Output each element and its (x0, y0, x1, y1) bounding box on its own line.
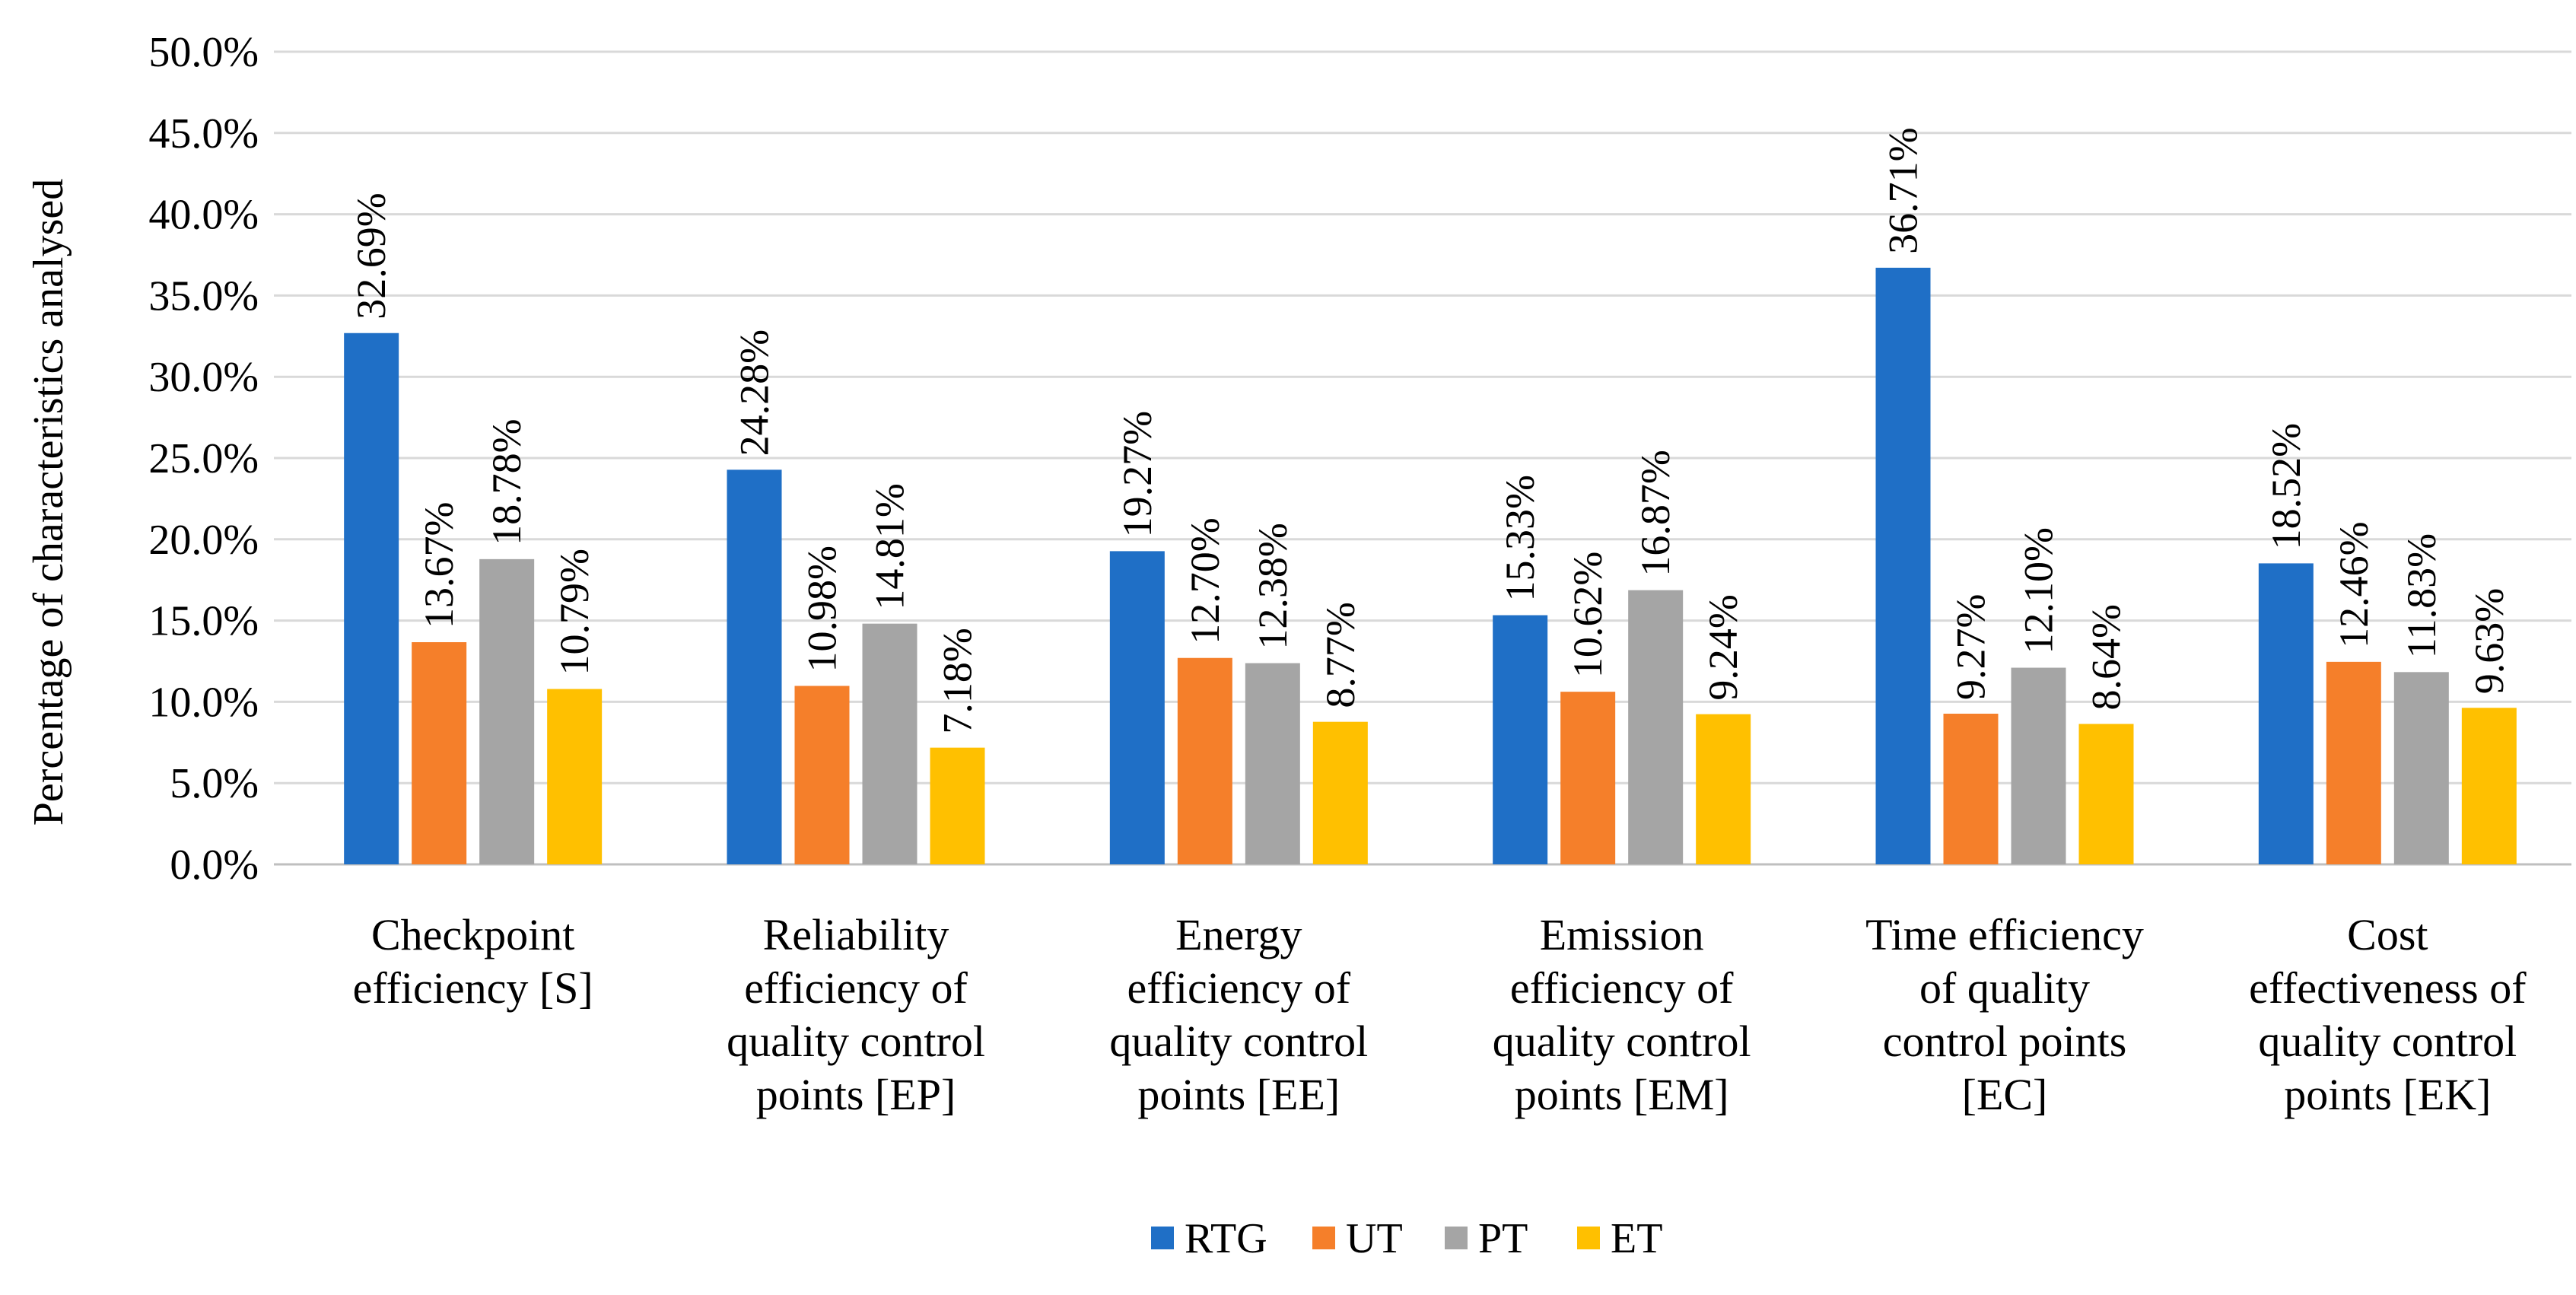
legend: RTG UT PT ET (1151, 1215, 1662, 1262)
data-label: 14.81% (867, 483, 913, 609)
bar-et (1696, 714, 1751, 864)
data-label: 15.33% (1497, 475, 1543, 601)
legend-swatch-et (1577, 1227, 1600, 1249)
x-category-label: Emission efficiency of quality control poin… (1493, 910, 1751, 1119)
bar-pt (2393, 672, 2449, 864)
bars (344, 267, 2517, 865)
y-tick-label: 25.0% (148, 435, 259, 482)
bar-rtg (344, 332, 399, 865)
legend-swatch-rtg (1151, 1227, 1174, 1249)
data-label: 13.67% (416, 502, 462, 628)
bar-et (1312, 721, 1368, 864)
data-label: 16.87% (1633, 450, 1678, 576)
data-label: 8.77% (1318, 602, 1363, 708)
bar-rtg (1875, 267, 1931, 864)
y-tick-label: 50.0% (148, 29, 259, 76)
data-label: 36.71% (1881, 127, 1926, 253)
legend-swatch-ut (1312, 1227, 1335, 1249)
y-tick-label: 0.0% (170, 842, 259, 889)
data-label: 9.63% (2466, 588, 2512, 694)
y-tick-label: 20.0% (148, 517, 259, 564)
bar-pt (2011, 667, 2066, 864)
bar-rtg (2258, 563, 2314, 864)
bar-rtg (727, 469, 782, 864)
data-label: 32.69% (348, 192, 394, 319)
y-tick-label: 35.0% (148, 272, 259, 320)
data-label: 9.24% (1700, 594, 1746, 700)
bar-ut (1177, 657, 1232, 864)
data-label: 18.52% (2263, 423, 2309, 549)
y-tick-label: 40.0% (148, 192, 259, 239)
data-label: 8.64% (2084, 604, 2129, 710)
bar-pt (862, 623, 918, 864)
y-tick-label: 10.0% (148, 679, 259, 726)
legend-label-rtg: RTG (1185, 1215, 1267, 1262)
data-labels: 32.69% 13.67% 18.78% 10.79% 24.28% 10.98% 14.8… (348, 127, 2512, 733)
legend-label-pt: PT (1478, 1215, 1528, 1262)
bar-et (2078, 724, 2134, 864)
y-tick-label: 45.0% (148, 110, 259, 158)
y-tick-label: 30.0% (148, 354, 259, 401)
legend-label-et: ET (1611, 1215, 1662, 1262)
y-axis-ticks: 0.0% 5.0% 10.0% 15.0% 20.0% 25.0% 30.0% 35.0% 40… (148, 29, 259, 889)
legend-swatch-pt (1445, 1227, 1468, 1249)
bar-ut (1943, 713, 1999, 864)
bar-ut (794, 686, 850, 864)
bar-rtg (1493, 615, 1548, 864)
data-label: 18.78% (484, 418, 530, 545)
gridlines (274, 50, 2571, 866)
bar-pt (479, 558, 535, 864)
x-category-label: Energy efficiency of quality control points… (1109, 910, 1368, 1119)
legend-label-ut: UT (1346, 1215, 1403, 1262)
bar-et (930, 747, 985, 864)
y-tick-label: 5.0% (170, 760, 259, 807)
data-label: 7.18% (935, 628, 981, 733)
data-label: 19.27% (1115, 411, 1160, 537)
data-label: 9.27% (1948, 594, 1994, 700)
x-category-label: Checkpoint efficiency [S] (353, 910, 593, 1013)
data-label: 24.28% (732, 329, 778, 456)
bar-ut (2326, 661, 2381, 864)
data-label: 12.38% (1250, 523, 1296, 649)
y-axis-label: Percentage of characteristics analysed (25, 179, 72, 826)
bar-ut (412, 642, 467, 864)
bar-ut (1560, 692, 1616, 864)
x-category-label: Cost effectiveness of quality control point… (2249, 910, 2527, 1119)
bar-et (2461, 708, 2517, 864)
bar-et (547, 689, 603, 864)
data-label: 10.98% (800, 546, 845, 672)
x-category-label: Reliability efficiency of quality control p… (727, 910, 985, 1119)
data-label: 12.70% (1182, 517, 1228, 644)
data-label: 12.46% (2331, 521, 2377, 648)
data-label: 12.10% (2016, 527, 2062, 654)
x-axis-categories: Checkpoint efficiency [S] Reliability effic… (353, 910, 2527, 1119)
data-label: 10.79% (552, 549, 597, 675)
bar-pt (1245, 663, 1300, 864)
x-category-label: Time efficiency of quality control points[… (1865, 910, 2144, 1119)
data-label: 11.83% (2399, 533, 2444, 658)
bar-pt (1628, 590, 1684, 864)
data-label: 10.62% (1565, 552, 1611, 678)
y-tick-label: 15.0% (148, 598, 259, 645)
y-axis-title: Percentage of characteristics analysed (25, 179, 72, 826)
bar-rtg (1109, 551, 1165, 864)
